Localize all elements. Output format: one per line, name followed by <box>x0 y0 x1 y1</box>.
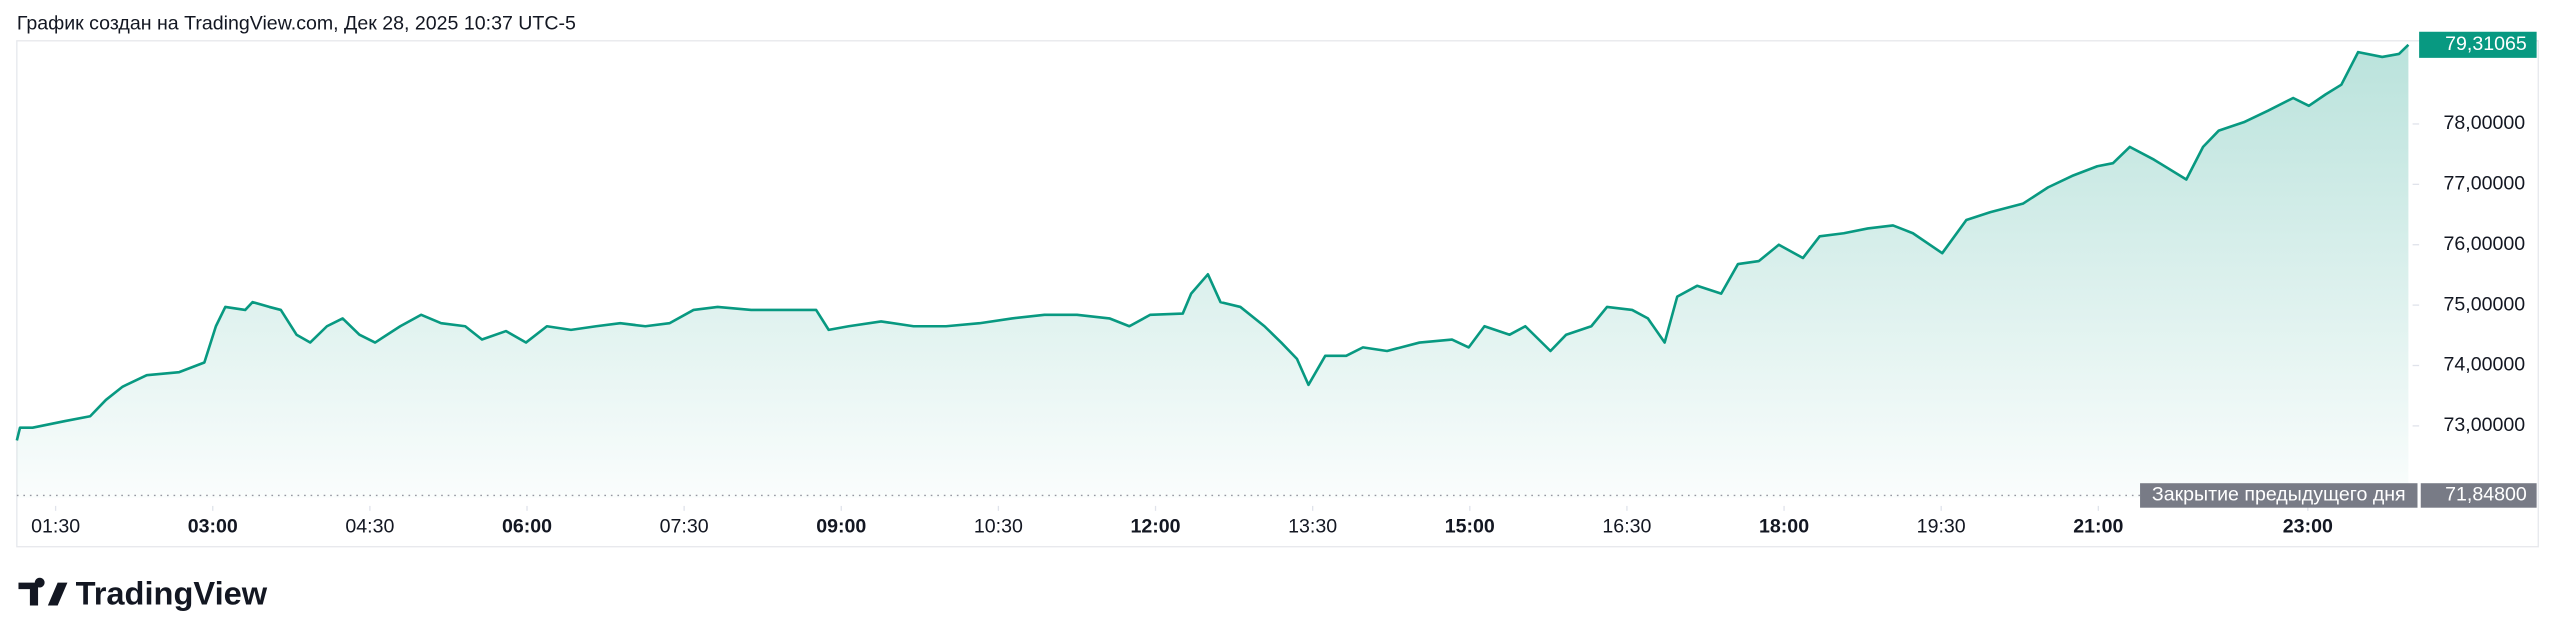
header: График создан на TradingView.com, Дек 28… <box>17 13 576 35</box>
previous-close-title-bg <box>2140 483 2418 508</box>
x-tick-label: 16:30 <box>1602 515 1651 537</box>
last-price-bg <box>2419 31 2537 58</box>
y-tick-label: 73,00000 <box>2444 414 2526 436</box>
x-tick-label: 03:00 <box>188 515 238 537</box>
last-price: 79,31065 <box>2445 33 2527 55</box>
x-tick-label: 23:00 <box>2283 515 2333 537</box>
logo: TradingView <box>18 574 268 611</box>
y-tick-label: 78,00000 <box>2444 112 2526 134</box>
y-tick-label: 76,00000 <box>2444 233 2526 255</box>
x-tick-label: 19:30 <box>1917 515 1966 537</box>
x-tick-label: 01:30 <box>31 515 80 537</box>
x-tick-label: 15:00 <box>1445 515 1495 537</box>
x-tick-label: 09:00 <box>816 515 866 537</box>
chart-frame <box>16 40 2539 548</box>
previous-close-title: Закрытие предыдущего дня <box>2152 484 2406 506</box>
x-tick-label: 07:30 <box>660 515 709 537</box>
x-tick-label: 06:00 <box>502 515 552 537</box>
price-line <box>15 43 2410 441</box>
x-tick-label: 12:00 <box>1130 515 1180 537</box>
x-tick-label: 21:00 <box>2073 515 2123 537</box>
x-tick-label: 10:30 <box>974 515 1023 537</box>
area-fill <box>16 44 2409 498</box>
x-tick-label: 13:30 <box>1288 515 1337 537</box>
x-tick-label: 18:00 <box>1759 515 1809 537</box>
brand: TradingView <box>76 574 268 611</box>
y-tick-label: 74,00000 <box>2444 354 2526 376</box>
x-tick-label: 04:30 <box>345 515 394 537</box>
y-tick-label: 75,00000 <box>2444 293 2526 315</box>
previous-close-value-bg <box>2420 483 2537 508</box>
logo-icon <box>18 577 68 606</box>
previous-close-value: 71,84800 <box>2445 484 2527 506</box>
y-tick-label: 77,00000 <box>2444 173 2526 195</box>
